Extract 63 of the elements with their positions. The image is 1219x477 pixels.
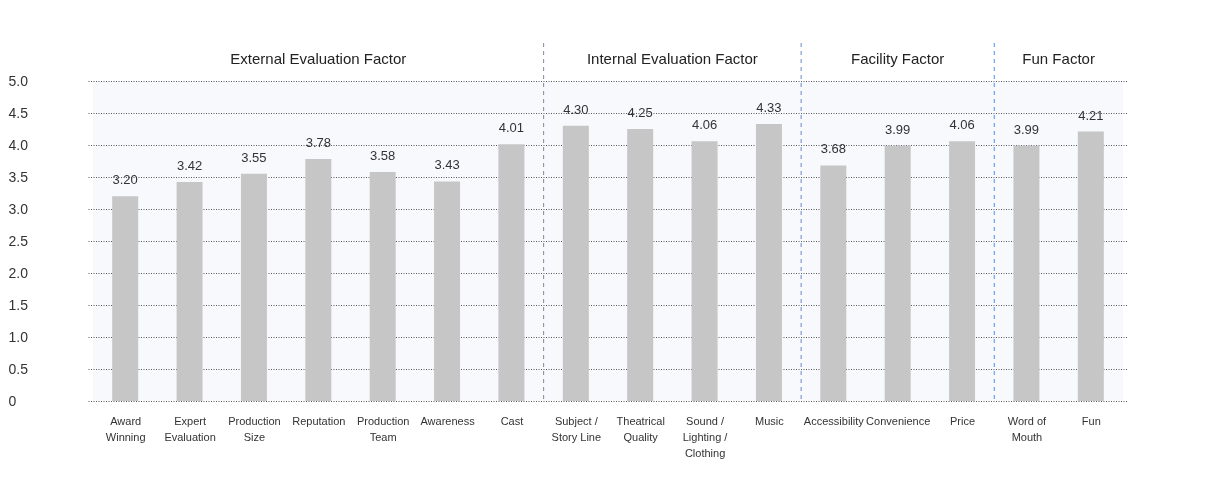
data-label: 3.20 xyxy=(112,172,138,188)
data-label: 3.68 xyxy=(820,141,846,157)
data-label: 3.43 xyxy=(434,157,460,173)
x-tick-label: Awareness xyxy=(420,414,476,427)
bar xyxy=(434,181,461,401)
data-label: 3.99 xyxy=(885,121,911,137)
x-tick-label: Production Size xyxy=(228,414,281,443)
x-tick-label: Sound / Lighting / Clothing xyxy=(682,414,729,459)
bar xyxy=(305,159,332,401)
x-tick-label: Theatrical Quality xyxy=(616,414,665,443)
bar xyxy=(498,144,525,401)
bar xyxy=(369,171,396,401)
y-tick-label: 0 xyxy=(8,392,17,409)
bar xyxy=(820,165,847,401)
band-label: External Evaluation Factor xyxy=(230,50,407,67)
y-tick-label: 1.0 xyxy=(8,328,29,345)
y-tick-label: 4.5 xyxy=(8,104,29,121)
x-tick-label: Cast xyxy=(500,414,524,427)
y-tick-label: 5.0 xyxy=(8,72,29,89)
x-tick-label: Subject / Story Line xyxy=(551,414,602,443)
data-label: 4.30 xyxy=(563,101,589,117)
bar xyxy=(176,182,203,401)
x-tick-label: Price xyxy=(950,414,976,427)
bar xyxy=(627,129,654,401)
band-label: Internal Evaluation Factor xyxy=(586,50,758,67)
data-label: 4.01 xyxy=(498,120,525,136)
x-tick-label: Reputation xyxy=(292,414,346,427)
data-label: 4.06 xyxy=(691,117,718,133)
band-label: Facility Factor xyxy=(851,50,945,67)
bar xyxy=(884,145,911,401)
data-label: 4.21 xyxy=(1078,107,1104,123)
y-tick-label: 0.5 xyxy=(8,360,29,377)
x-tick-label: Expert Evaluation xyxy=(164,414,216,443)
data-label: 3.99 xyxy=(1013,121,1040,137)
data-label: 3.42 xyxy=(176,158,203,174)
data-label: 4.06 xyxy=(949,117,975,133)
x-tick-label: Music xyxy=(755,414,785,427)
x-tick-label: Award Winning xyxy=(105,414,146,443)
x-tick-label: Fun xyxy=(1081,414,1101,427)
y-tick-label: 3.5 xyxy=(8,168,29,185)
bar xyxy=(755,123,782,401)
x-tick-label: Production Team xyxy=(356,414,410,443)
x-tick-label: Convenience xyxy=(866,414,931,427)
data-label: 3.58 xyxy=(370,147,396,163)
y-tick-label: 2.0 xyxy=(8,264,29,281)
y-tick-label: 1.5 xyxy=(8,296,29,313)
y-tick-label: 3.0 xyxy=(8,200,29,217)
data-label: 4.33 xyxy=(756,99,782,115)
x-tick-label: Word of Mouth xyxy=(1007,414,1048,443)
x-tick-label: Accessibility xyxy=(803,414,865,427)
data-label: 4.25 xyxy=(627,105,653,120)
data-label: 3.78 xyxy=(305,135,331,151)
bar xyxy=(562,125,589,401)
bar xyxy=(949,141,976,401)
y-tick-label: 2.5 xyxy=(8,232,29,249)
bar xyxy=(691,141,718,401)
band-label: Fun Factor xyxy=(1022,50,1095,67)
y-tick-label: 4.0 xyxy=(8,136,29,153)
bar xyxy=(112,196,139,401)
data-label: 3.55 xyxy=(241,149,267,165)
bar xyxy=(240,173,267,401)
bar xyxy=(1077,131,1104,401)
bar xyxy=(1013,145,1040,401)
